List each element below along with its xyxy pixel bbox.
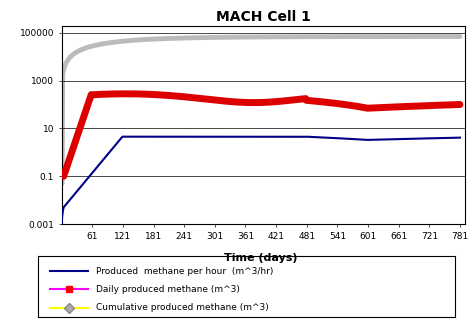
Text: Produced  methane per hour  (m^3/hr): Produced methane per hour (m^3/hr) [96,267,273,276]
Text: Daily produced methane (m^3): Daily produced methane (m^3) [96,285,240,294]
Text: Cumulative produced methane (m^3): Cumulative produced methane (m^3) [96,303,269,312]
Text: Time (days): Time (days) [224,253,298,263]
Title: MACH Cell 1: MACH Cell 1 [216,11,310,24]
